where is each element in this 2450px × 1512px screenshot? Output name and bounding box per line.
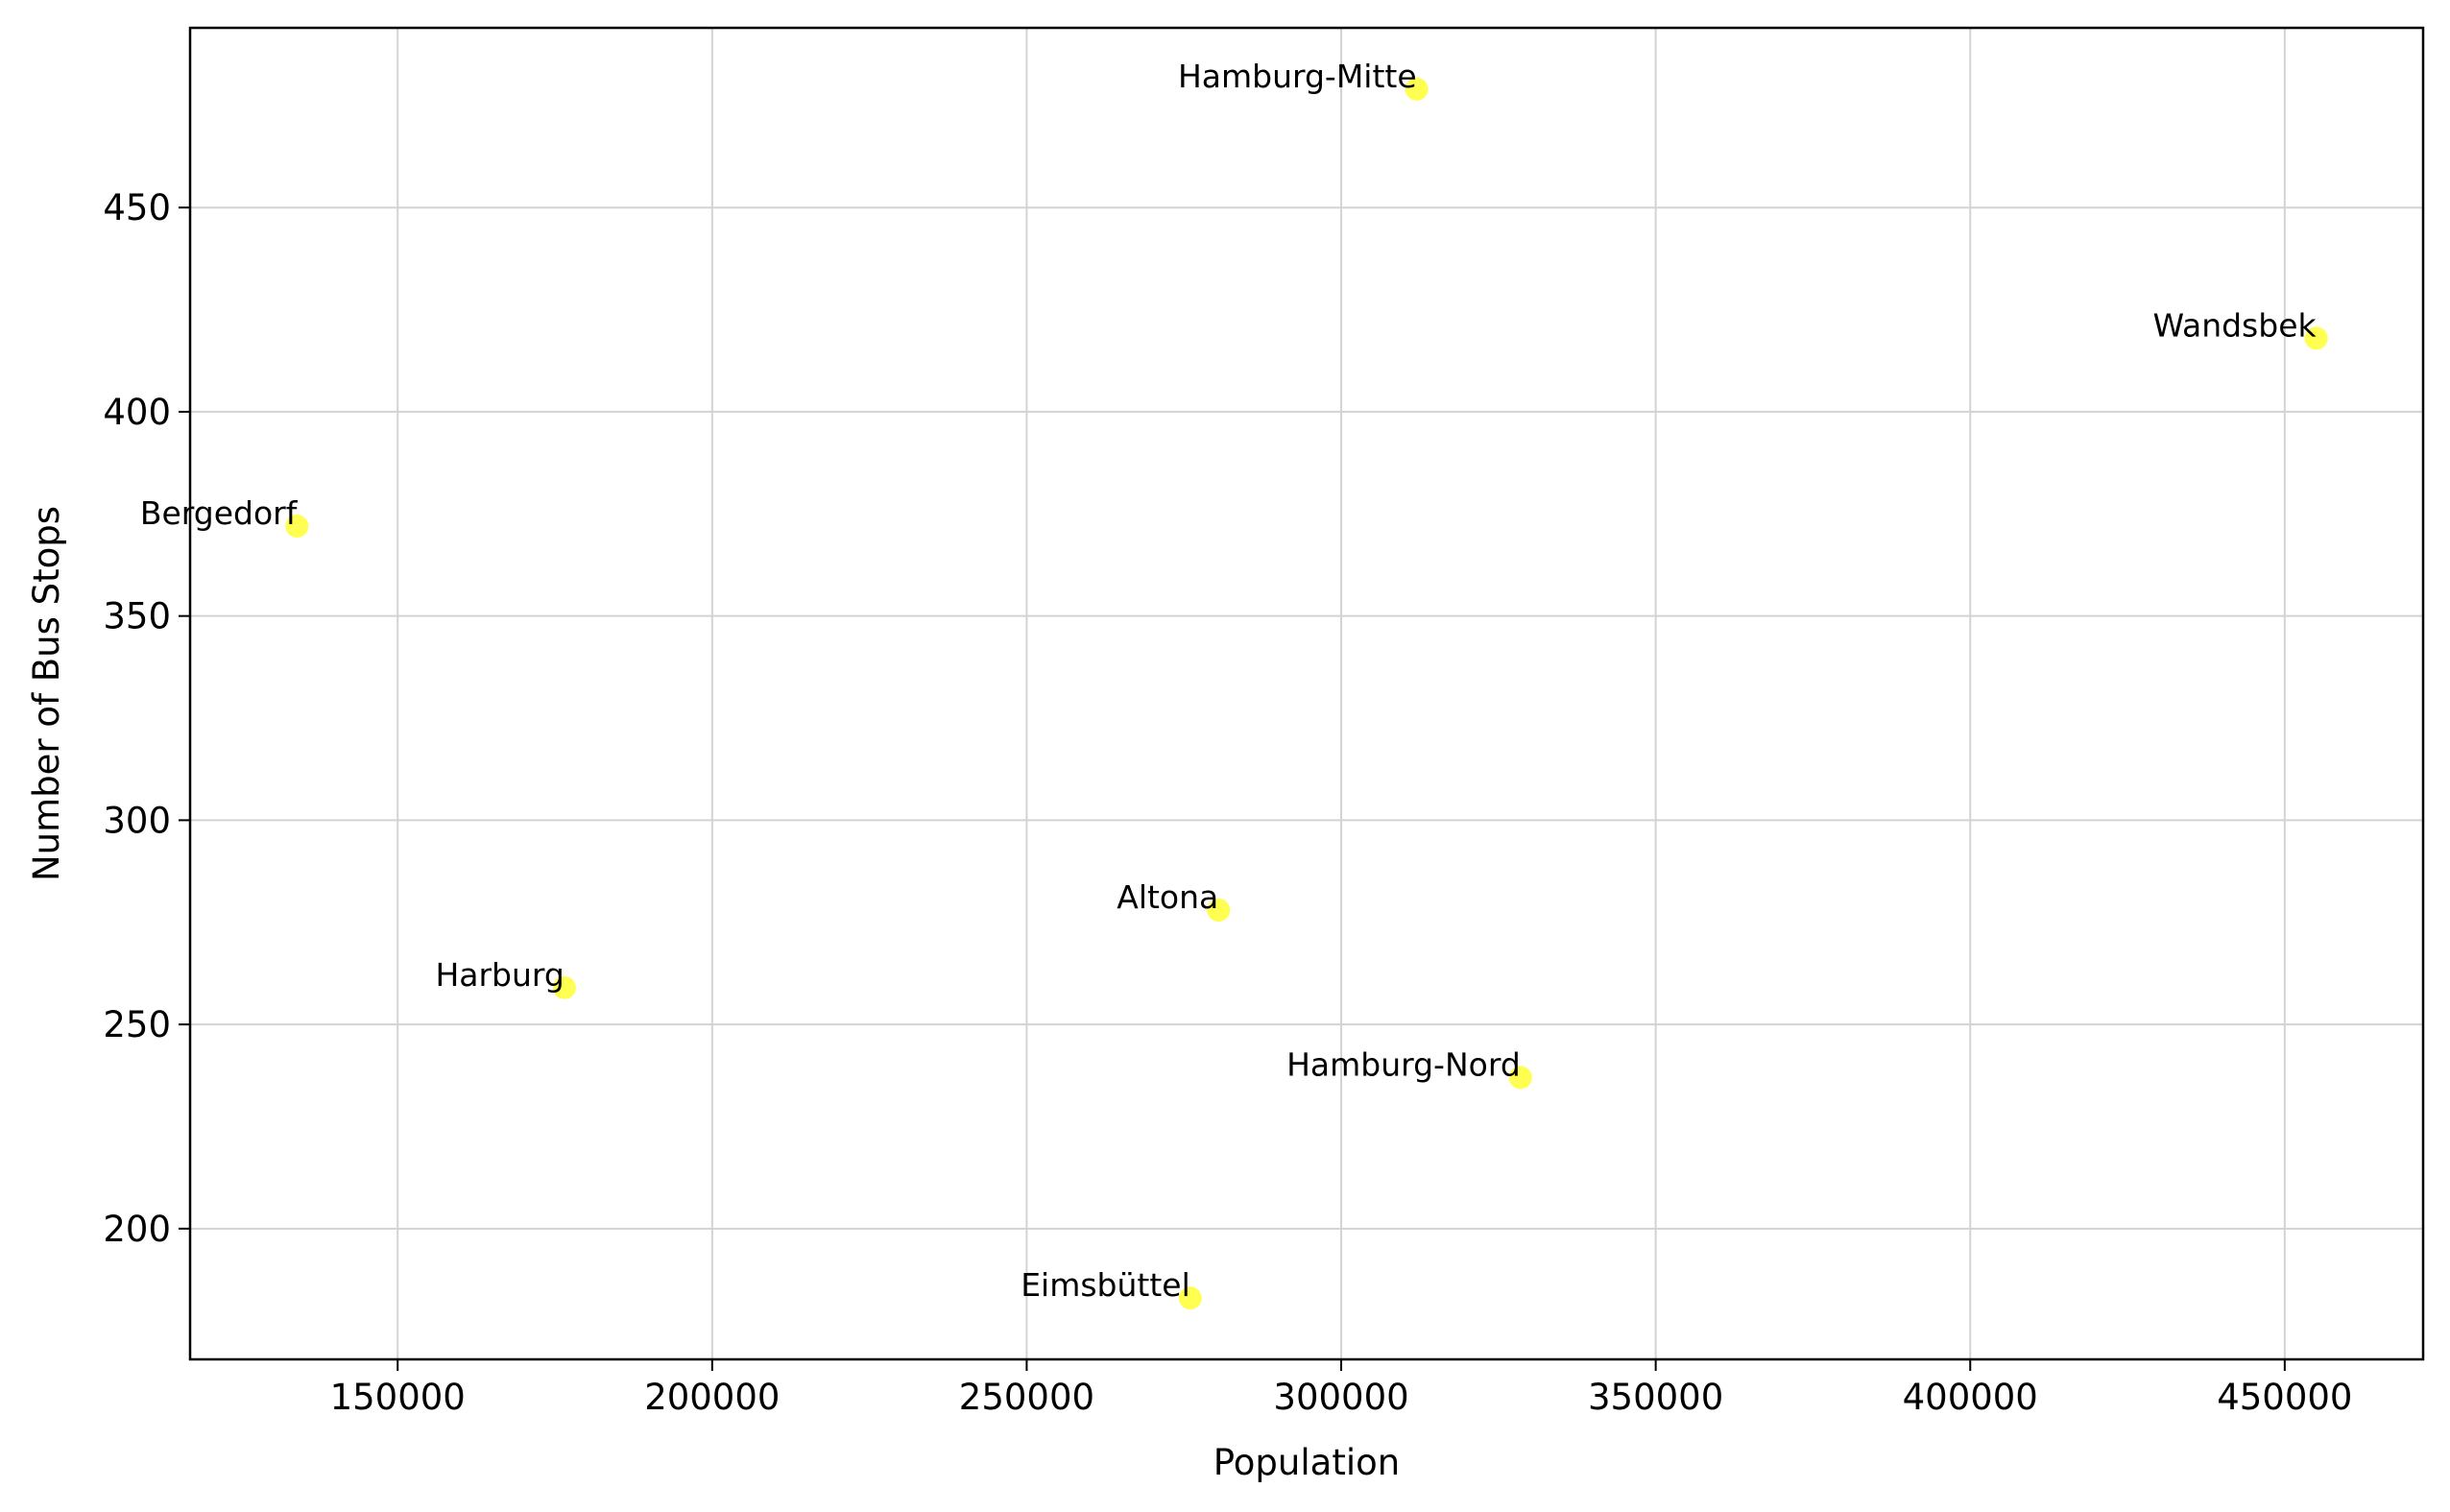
x-tick-label: 250000 [959, 1377, 1094, 1418]
x-tick-label: 450000 [2217, 1377, 2352, 1418]
x-axis-ticks: 150000 200000 250000 300000 350000 400000 4500… [330, 1359, 2352, 1418]
grid [190, 28, 2423, 1359]
scatter-point [2304, 326, 2328, 350]
scatter-point [1207, 898, 1231, 922]
point-label: Eimsbüttel [1021, 1266, 1190, 1304]
point-label: Hamburg-Nord [1286, 1045, 1521, 1083]
point-label: Bergedorf [140, 494, 299, 532]
plot-area-frame [188, 26, 2425, 1361]
x-tick-label: 200000 [644, 1377, 780, 1418]
x-axis-label: Population [1213, 1442, 1400, 1483]
y-tick-label: 450 [103, 187, 171, 228]
x-tick-label: 150000 [330, 1377, 466, 1418]
data-points [285, 77, 2328, 1310]
scatter-point [285, 515, 309, 539]
y-tick-label: 250 [103, 1004, 171, 1045]
x-tick-label: 300000 [1273, 1377, 1408, 1418]
scatter-point [552, 975, 576, 999]
scatter-point [1508, 1066, 1532, 1090]
point-label: Harburg [435, 956, 564, 994]
y-tick-label: 300 [103, 800, 171, 841]
x-tick-label: 400000 [1903, 1377, 2038, 1418]
point-label: Hamburg-Mitte [1178, 58, 1417, 95]
x-tick-label: 350000 [1588, 1377, 1723, 1418]
y-tick-label: 350 [103, 596, 171, 637]
y-axis-label: Number of Bus Stops [26, 506, 67, 881]
scatter-point [1178, 1286, 1202, 1310]
point-label: Wandsbek [2152, 306, 2317, 344]
point-label: Altona [1117, 878, 1218, 916]
y-axis-ticks: 200 250 300 350 400 450 [103, 187, 190, 1250]
y-tick-label: 200 [103, 1209, 171, 1250]
point-labels: Hamburg-Mitte Wandsbek Bergedorf Altona Harb… [140, 58, 2318, 1304]
y-tick-label: 400 [103, 392, 171, 433]
scatter-point [1405, 77, 1429, 101]
